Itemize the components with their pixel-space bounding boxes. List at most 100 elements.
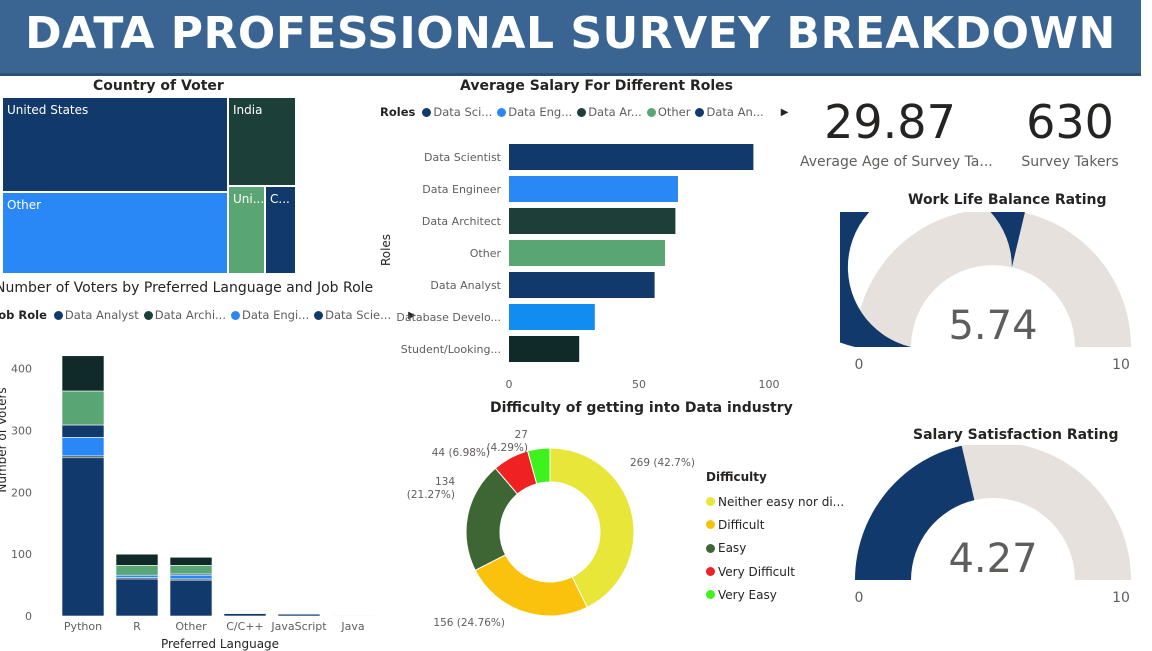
donut-data-label: 27 xyxy=(515,429,528,441)
legend-next-arrow[interactable]: ▶ xyxy=(780,106,789,118)
stacked-bar-segment xyxy=(169,574,213,580)
legend-item[interactable]: Data An... xyxy=(695,105,764,119)
y-tick-label: Data Engineer xyxy=(422,183,501,196)
stacked-bar-segment xyxy=(169,556,213,566)
legend-dot xyxy=(53,310,63,320)
legend-item[interactable]: Data Sci... xyxy=(422,105,492,119)
y-tick-label: Data Scientist xyxy=(424,151,502,164)
salary-bar xyxy=(509,208,676,234)
salary-satisfaction-title: Salary Satisfaction Rating xyxy=(913,427,1119,443)
gauge-value: 5.74 xyxy=(948,303,1037,349)
treemap-title: Country of Voter xyxy=(93,78,224,94)
legend-label: Very Difficult xyxy=(718,564,795,579)
x-tick-label: Other xyxy=(175,620,207,633)
salary-satisfaction-gauge: 4.27 0 10 xyxy=(855,445,1131,606)
stacked-bar-segment xyxy=(169,565,213,575)
x-tick-label: C/C++ xyxy=(226,620,264,633)
legend-dot xyxy=(230,310,240,320)
salary-bar-chart: Data Scientist Data Engineer Data Architec… xyxy=(379,144,780,391)
x-tick-label: JavaScript xyxy=(270,620,327,633)
donut-data-label: 156 (24.76%) xyxy=(433,617,505,629)
legend-item[interactable]: Data Archi... xyxy=(143,308,226,322)
donut-title: Difficulty of getting into Data industry xyxy=(490,400,793,416)
legend-title: Roles xyxy=(380,105,416,119)
legend-next-arrow[interactable]: ▶ xyxy=(408,309,416,321)
legend-item[interactable]: Data Analyst xyxy=(53,308,139,322)
avg-age-label: Average Age of Survey Ta... xyxy=(800,154,993,170)
donut-legend-item[interactable]: Neither easy nor di... xyxy=(706,490,844,513)
survey-takers-value: 630 xyxy=(1026,95,1114,149)
avg-age-value: 29.87 xyxy=(824,95,956,149)
y-axis-title: Roles xyxy=(379,234,393,266)
legend-label: Data Analyst xyxy=(64,308,139,322)
salary-bar xyxy=(509,272,655,298)
legend-label: Neither easy nor di... xyxy=(718,494,845,509)
legend-dot xyxy=(706,497,715,507)
salary-bar xyxy=(509,144,754,170)
salary-bar xyxy=(509,176,678,202)
x-tick-label: R xyxy=(133,620,141,633)
stacked-bar-segment xyxy=(331,614,375,616)
legend-item[interactable]: Other xyxy=(646,105,691,119)
legend-dot xyxy=(706,590,715,600)
donut-slice xyxy=(549,447,635,608)
treemap-cell-label: Uni... xyxy=(233,192,265,206)
treemap-cell-united-states[interactable]: United States xyxy=(2,97,228,192)
stacked-bar-segment xyxy=(115,574,159,578)
legend-title: Job Role xyxy=(0,308,47,322)
survey-takers-label: Survey Takers xyxy=(1021,154,1119,170)
stacked-bar-segment xyxy=(61,424,105,438)
country-treemap[interactable]: United States India Other Uni... C... xyxy=(2,97,296,274)
y-tick-label: Database Develo... xyxy=(396,311,501,324)
x-tick-label: 0 xyxy=(506,378,513,391)
x-tick-label: 50 xyxy=(632,378,646,391)
difficulty-donut-chart: 269 (42.7%) 156 (24.76%) 134(21.27%) 44 (6.… xyxy=(407,429,695,629)
stacked-bar-segment xyxy=(223,613,267,617)
stacked-bar-segment xyxy=(61,437,105,457)
y-tick-label: 100 xyxy=(11,548,32,561)
legend-label: Other xyxy=(657,105,691,119)
donut-slice xyxy=(474,554,588,617)
treemap-cell-uk[interactable]: Uni... xyxy=(228,186,265,274)
legend-dot xyxy=(706,567,715,577)
treemap-cell-india[interactable]: India xyxy=(228,97,296,186)
gauge-fill xyxy=(840,212,1025,347)
donut-data-label: (4.29%) xyxy=(486,442,528,454)
donut-legend-item[interactable]: Easy xyxy=(706,537,844,560)
treemap-cell-label: Other xyxy=(7,198,42,212)
dashboard-title: DATA PROFESSIONAL SURVEY BREAKDOWN xyxy=(25,8,1116,59)
legend-dot xyxy=(314,310,324,320)
x-tick-label: 100 xyxy=(759,378,780,391)
legend-dot xyxy=(422,107,432,117)
donut-legend-item[interactable]: Difficult xyxy=(706,513,844,536)
stacked-bar-chart: 0 100 200 300 400 Python R Other C/C++ JavaScript… xyxy=(0,355,375,651)
donut-legend-item[interactable]: Very Difficult xyxy=(706,560,844,583)
legend-item[interactable]: Data Scie... xyxy=(314,308,391,322)
treemap-cell-canada[interactable]: C... xyxy=(265,186,296,274)
legend-item[interactable]: Data Engi... xyxy=(230,308,309,322)
donut-legend-item[interactable]: Very Easy xyxy=(706,583,844,606)
legend-label: Data Scie... xyxy=(325,308,392,322)
salary-bar-title: Average Salary For Different Roles xyxy=(460,78,733,94)
gauge-value: 4.27 xyxy=(948,536,1037,582)
x-axis-title: Preferred Language xyxy=(161,637,279,651)
y-tick-label: Data Architect xyxy=(422,215,502,228)
legend-item[interactable]: Data Eng... xyxy=(497,105,572,119)
legend-dot xyxy=(646,107,656,117)
treemap-cell-other[interactable]: Other xyxy=(2,192,228,274)
y-tick-label: Other xyxy=(470,247,502,260)
gauge-fill xyxy=(855,445,975,580)
legend-label: Easy xyxy=(718,541,747,556)
x-tick-label: Java xyxy=(340,620,364,633)
salary-bar xyxy=(509,240,665,266)
y-tick-label: Data Analyst xyxy=(430,279,501,292)
legend-item[interactable]: Data Ar... xyxy=(577,105,642,119)
legend-dot xyxy=(695,107,705,117)
legend-dot xyxy=(706,543,715,553)
y-tick-label: 300 xyxy=(11,425,32,438)
y-tick-label: Student/Looking... xyxy=(401,343,501,356)
legend-dot xyxy=(143,310,153,320)
treemap-cell-label: C... xyxy=(270,192,290,206)
stacked-bar-segment xyxy=(223,610,267,612)
stacked-bar-segment xyxy=(61,457,105,617)
